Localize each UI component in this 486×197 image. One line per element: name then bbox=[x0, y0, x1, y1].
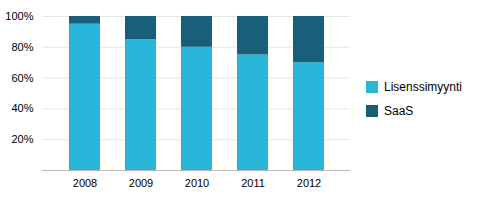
svg-text:2010: 2010 bbox=[185, 177, 209, 189]
svg-text:40%: 40% bbox=[11, 102, 33, 114]
svg-text:20%: 20% bbox=[11, 133, 33, 145]
html-text:SaaS: SaaS bbox=[384, 103, 414, 118]
svg-text:2008: 2008 bbox=[73, 177, 97, 189]
svg-text:60%: 60% bbox=[11, 71, 33, 83]
html-text:Lisenssimyynti: Lisenssimyynti bbox=[384, 79, 462, 94]
svg-text:2012: 2012 bbox=[297, 177, 321, 189]
svg-text:2009: 2009 bbox=[129, 177, 153, 189]
svg-text:80%: 80% bbox=[11, 40, 33, 52]
svg-text:2011: 2011 bbox=[241, 177, 265, 189]
svg-text:100%: 100% bbox=[5, 10, 33, 22]
